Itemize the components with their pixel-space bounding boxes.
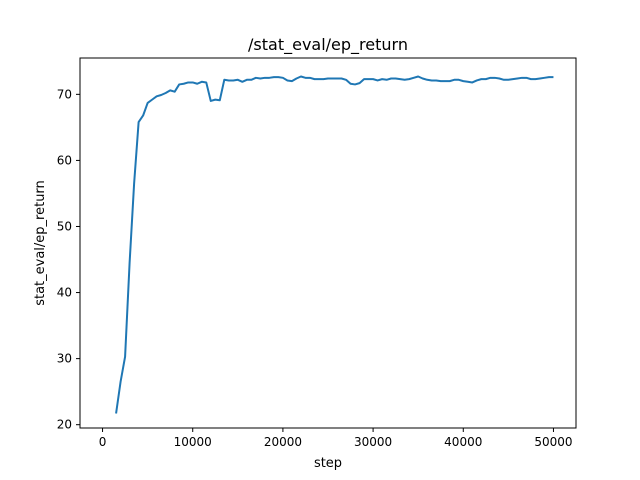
y-tick-label: 70 [57, 87, 72, 101]
x-tick-label: 0 [99, 435, 107, 449]
x-axis: 0 10000 20000 30000 40000 50000 [99, 428, 573, 449]
y-tick-label: 40 [57, 286, 72, 300]
series-line [115, 75, 554, 414]
x-tick-label: 10000 [174, 435, 212, 449]
x-tick-label: 20000 [264, 435, 302, 449]
chart-title: /stat_eval/ep_return [248, 35, 408, 55]
x-tick-label: 50000 [534, 435, 572, 449]
y-axis: 20 30 40 50 60 70 [57, 87, 80, 432]
y-tick-label: 30 [57, 352, 72, 366]
x-axis-label: step [314, 456, 342, 471]
plot-area [115, 75, 554, 414]
x-tick-label: 30000 [354, 435, 392, 449]
y-tick-label: 50 [57, 219, 72, 233]
axes-frame [79, 57, 577, 429]
x-tick-label: 40000 [444, 435, 482, 449]
y-tick-label: 20 [57, 418, 72, 432]
y-axis-label: stat_eval/ep_return [33, 180, 48, 306]
y-tick-label: 60 [57, 153, 72, 167]
